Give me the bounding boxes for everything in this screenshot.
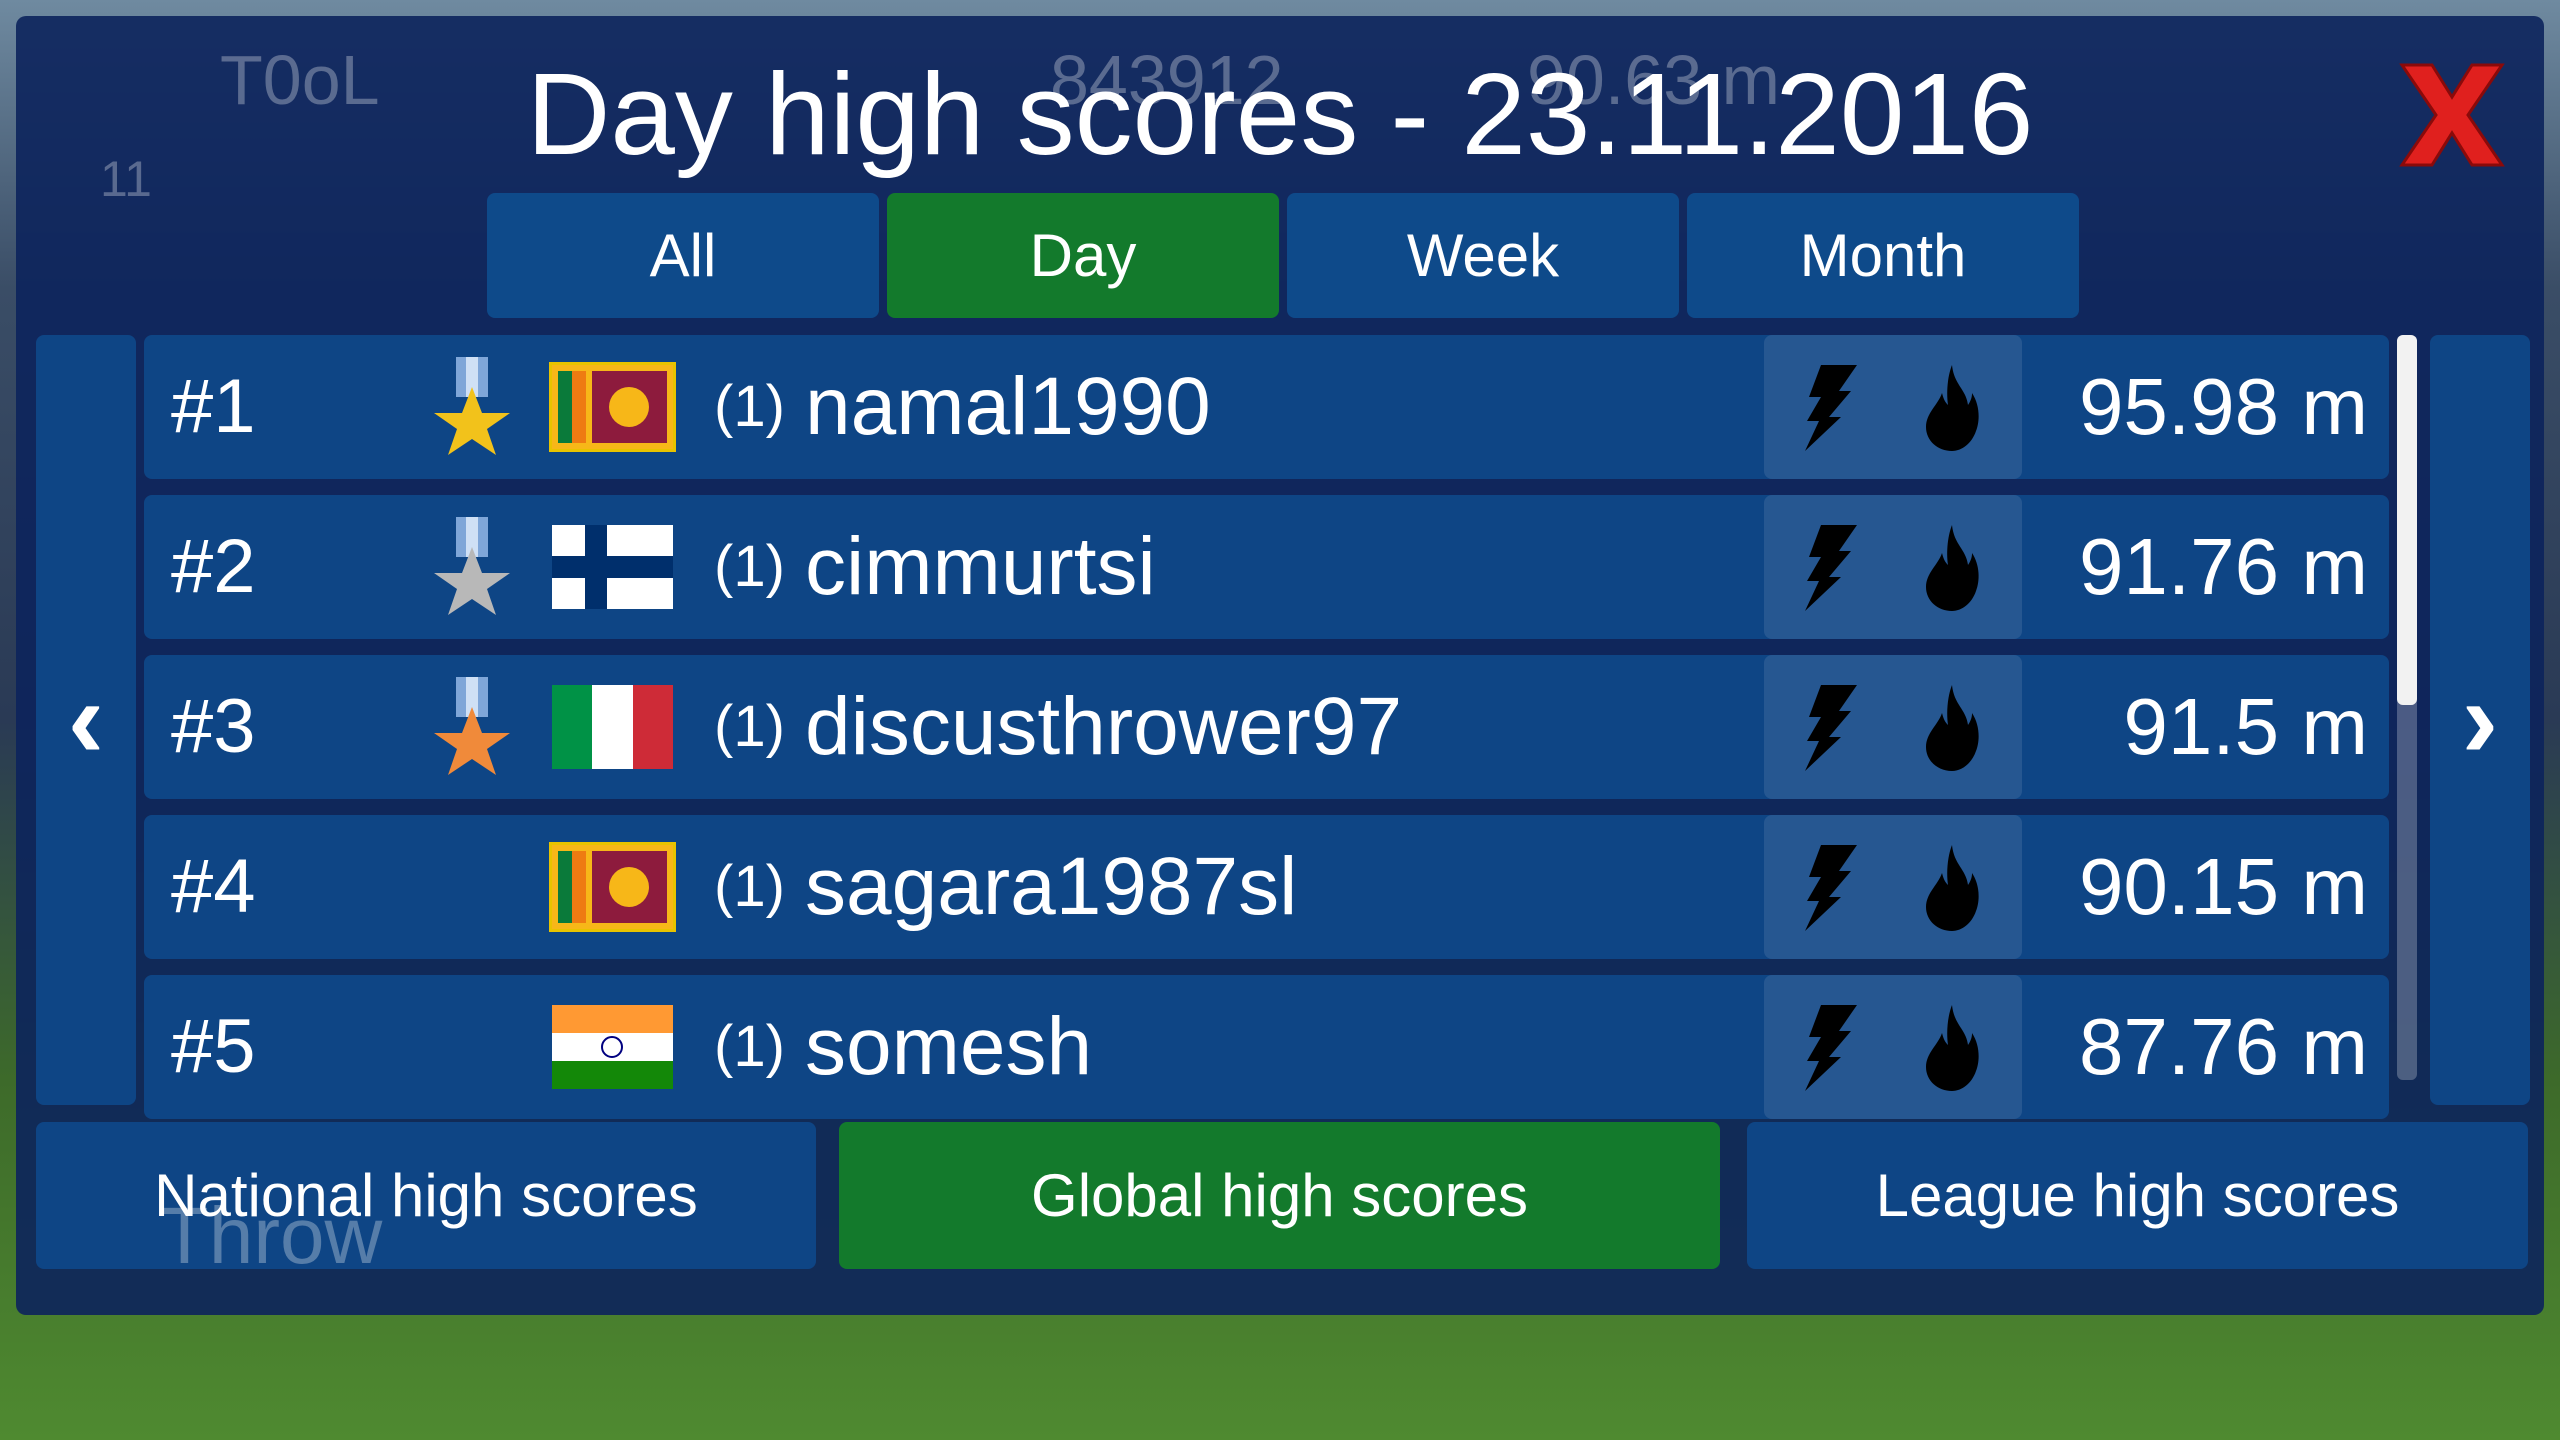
fire-icon xyxy=(1926,1005,1979,1091)
chevron-right-icon: › xyxy=(2461,658,2499,781)
equipment-icons xyxy=(1764,335,2022,479)
scrollbar[interactable] xyxy=(2397,335,2417,1080)
lightning-icon xyxy=(1805,845,1857,931)
score: 87.76 m xyxy=(2078,1002,2368,1091)
bronze-medal-icon xyxy=(428,677,516,777)
lightning-icon xyxy=(1805,1005,1857,1091)
chevron-left-icon: ‹ xyxy=(67,658,105,781)
throw-count: (1) xyxy=(714,854,785,919)
throw-count: (1) xyxy=(714,534,785,599)
table-row[interactable]: #2 (1) cimmurtsi 91.76 m xyxy=(144,495,2389,639)
next-page-button[interactable]: › xyxy=(2430,335,2530,1105)
equipment-icons xyxy=(1764,655,2022,799)
equipment-icons xyxy=(1764,815,2022,959)
tab-all[interactable]: All xyxy=(487,193,879,318)
player-name[interactable]: somesh xyxy=(805,1001,1093,1092)
country-flag xyxy=(549,682,676,772)
silver-medal-icon xyxy=(428,517,516,617)
table-row[interactable]: #3 (1) discusthrower97 91.5 m xyxy=(144,655,2389,799)
rank: #2 xyxy=(171,524,256,609)
rank: #3 xyxy=(171,684,256,769)
tab-month[interactable]: Month xyxy=(1687,193,2079,318)
table-row[interactable]: #1 (1) namal1990 95.98 m xyxy=(144,335,2389,479)
country-flag xyxy=(549,362,676,452)
close-icon xyxy=(2399,63,2505,167)
previous-page-button[interactable]: ‹ xyxy=(36,335,136,1105)
score: 95.98 m xyxy=(2078,362,2368,451)
tab-week[interactable]: Week xyxy=(1287,193,1679,318)
rank: #5 xyxy=(171,1004,256,1089)
fire-icon xyxy=(1926,845,1979,931)
throw-count: (1) xyxy=(714,694,785,759)
country-flag xyxy=(549,1002,676,1092)
table-row[interactable]: #4 (1) sagara1987sl 90.15 m xyxy=(144,815,2389,959)
country-flag xyxy=(549,842,676,932)
fire-icon xyxy=(1926,685,1979,771)
rank: #1 xyxy=(171,364,256,449)
country-flag xyxy=(549,522,676,612)
lightning-icon xyxy=(1805,685,1857,771)
score: 91.5 m xyxy=(2123,682,2368,771)
score: 90.15 m xyxy=(2078,842,2368,931)
table-row[interactable]: #5 (1) somesh 87.76 m xyxy=(144,975,2389,1119)
national-high-scores-button[interactable]: National high scores xyxy=(36,1122,816,1269)
throw-count: (1) xyxy=(714,374,785,439)
player-name[interactable]: discusthrower97 xyxy=(805,681,1403,772)
equipment-icons xyxy=(1764,975,2022,1119)
league-high-scores-button[interactable]: League high scores xyxy=(1747,1122,2528,1269)
fire-icon xyxy=(1926,525,1979,611)
lightning-icon xyxy=(1805,365,1857,451)
player-name[interactable]: sagara1987sl xyxy=(805,841,1298,932)
scrollbar-thumb[interactable] xyxy=(2397,335,2417,705)
page-title: Day high scores - 23.11.2016 xyxy=(526,49,2034,179)
score: 91.76 m xyxy=(2078,522,2368,611)
lightning-icon xyxy=(1805,525,1857,611)
player-name[interactable]: cimmurtsi xyxy=(805,521,1156,612)
gold-medal-icon xyxy=(428,357,516,457)
equipment-icons xyxy=(1764,495,2022,639)
close-button[interactable] xyxy=(2392,57,2512,173)
rank: #4 xyxy=(171,844,256,929)
throw-count: (1) xyxy=(714,1014,785,1079)
player-name[interactable]: namal1990 xyxy=(805,361,1211,452)
fire-icon xyxy=(1926,365,1979,451)
tab-day[interactable]: Day xyxy=(887,193,1279,318)
global-high-scores-button[interactable]: Global high scores xyxy=(839,1122,1720,1269)
